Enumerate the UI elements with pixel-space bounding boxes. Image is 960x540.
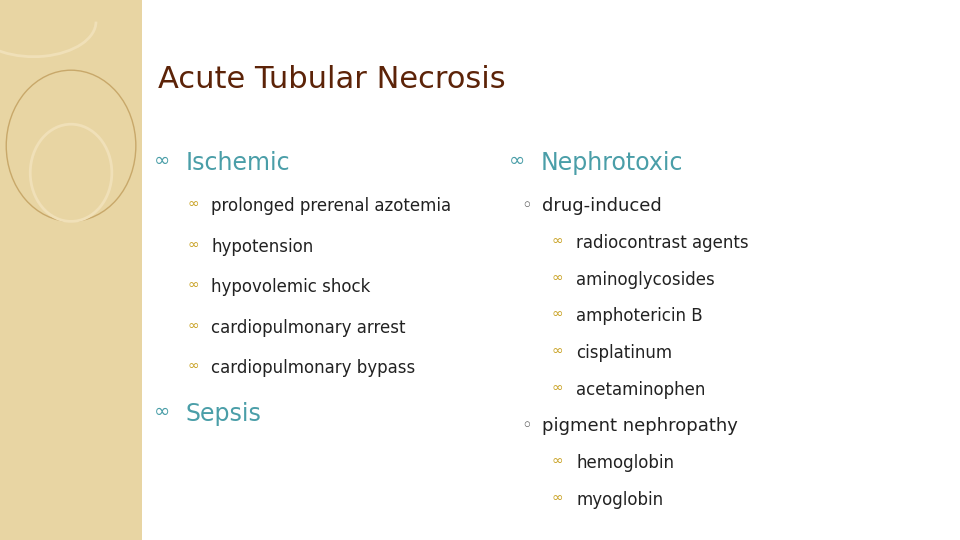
Text: acetaminophen: acetaminophen <box>576 381 706 399</box>
Text: ∞: ∞ <box>552 307 564 321</box>
Text: ∞: ∞ <box>154 151 170 170</box>
Text: amphotericin B: amphotericin B <box>576 307 703 325</box>
Text: hypovolemic shock: hypovolemic shock <box>211 278 371 296</box>
Text: cardiopulmonary bypass: cardiopulmonary bypass <box>211 359 416 377</box>
Text: drug-induced: drug-induced <box>542 197 662 215</box>
Text: ∞: ∞ <box>187 319 199 333</box>
Text: Ischemic: Ischemic <box>185 151 290 175</box>
Text: ∞: ∞ <box>187 278 199 292</box>
Text: ∞: ∞ <box>187 197 199 211</box>
Text: ∞: ∞ <box>509 151 525 170</box>
Text: ∞: ∞ <box>154 402 170 421</box>
Text: ◦: ◦ <box>521 417 532 435</box>
Text: ∞: ∞ <box>552 271 564 285</box>
Text: cisplatinum: cisplatinum <box>576 344 672 362</box>
Text: Nephrotoxic: Nephrotoxic <box>540 151 683 175</box>
Text: myoglobin: myoglobin <box>576 491 663 509</box>
Text: radiocontrast agents: radiocontrast agents <box>576 234 749 252</box>
Text: hypotension: hypotension <box>211 238 314 255</box>
Text: pigment nephropathy: pigment nephropathy <box>542 417 738 435</box>
Text: Acute Tubular Necrosis: Acute Tubular Necrosis <box>158 65 506 94</box>
Text: cardiopulmonary arrest: cardiopulmonary arrest <box>211 319 406 336</box>
Text: Sepsis: Sepsis <box>185 402 261 426</box>
Text: hemoglobin: hemoglobin <box>576 454 674 472</box>
Text: ∞: ∞ <box>187 359 199 373</box>
Bar <box>0 0 142 540</box>
Text: ◦: ◦ <box>521 197 532 215</box>
Text: ∞: ∞ <box>552 344 564 358</box>
Text: ∞: ∞ <box>552 234 564 248</box>
Text: prolonged prerenal azotemia: prolonged prerenal azotemia <box>211 197 451 215</box>
Text: ∞: ∞ <box>552 381 564 395</box>
Text: ∞: ∞ <box>187 238 199 252</box>
Text: aminoglycosides: aminoglycosides <box>576 271 715 288</box>
Text: ∞: ∞ <box>552 491 564 505</box>
Text: ∞: ∞ <box>552 454 564 468</box>
